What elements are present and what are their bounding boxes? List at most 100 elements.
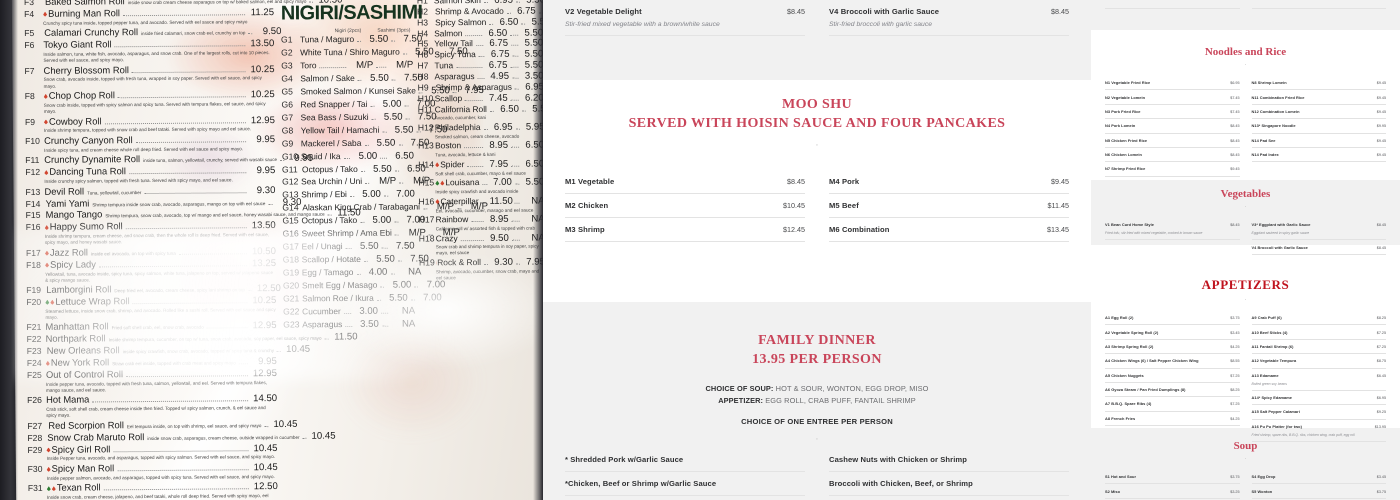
row-label: S2 Miso xyxy=(1105,488,1121,494)
menu-row: A8 French Fries $4.25 xyxy=(1105,412,1240,426)
item-price-nigiri: 5.50 xyxy=(373,163,392,175)
leader-dots xyxy=(268,203,273,205)
row-label: V3* Eggplant with Garlic Sauce xyxy=(1251,222,1311,228)
item-code: F14 xyxy=(25,198,41,209)
appetizers-col-right: A9 Crab Puff (6) $8.25 A10 Beef Sticks (4)… xyxy=(1251,311,1387,442)
row-price: $9.45 xyxy=(1376,138,1386,143)
item-code: G22 xyxy=(283,306,300,317)
noodles-divider: · xyxy=(1244,60,1247,69)
leader-dots xyxy=(380,286,385,288)
spicy-icon xyxy=(435,199,439,204)
row-label: M2 Chicken xyxy=(565,200,609,210)
leader-dots xyxy=(114,45,246,48)
item-price-nigiri: 5.00 xyxy=(358,150,378,162)
item-code: F21 xyxy=(26,322,42,333)
item-name: Tokyo Giant Roll xyxy=(43,38,112,50)
menu-row: A1 Egg Roll (2) $3.75 xyxy=(1105,311,1240,326)
row-label: M1 Vegetable xyxy=(565,176,615,186)
item-code: H13 xyxy=(418,140,434,151)
row-price: $7.25 xyxy=(1230,402,1240,407)
item-name: Devil Roll xyxy=(44,185,85,197)
item-price: 9.30 xyxy=(256,184,276,196)
item-code: G5 xyxy=(281,86,293,97)
row-price: $10.45 xyxy=(783,200,805,210)
leader-dots xyxy=(478,56,485,58)
menu-row: A10 Beef Sticks (4) $7.25 xyxy=(1251,325,1386,340)
menu-row: N4 Pork Lomein $8.45 xyxy=(1105,119,1240,134)
row-label: S5 Wonton xyxy=(1251,488,1273,494)
veg-col-left: V2 Vegetable Delight $8.45 Stir-fried mixe… xyxy=(565,0,805,36)
row-label: A3 Shrimp Spring Roll (2) xyxy=(1105,343,1154,349)
row-price: $8.45 xyxy=(1230,153,1240,158)
item-code: G16 xyxy=(282,228,299,239)
leader-dots xyxy=(92,400,249,403)
leader-dots xyxy=(391,79,396,81)
item-price-nigiri: 5.00 xyxy=(382,98,402,110)
menu-row: A15 Salt Pepper Calamari $9.25 xyxy=(1251,405,1386,420)
leader-dots xyxy=(477,77,485,80)
leader-dots xyxy=(511,165,520,167)
row-label: N6 Chicken Lomein xyxy=(1105,152,1142,158)
row-price: $8.25 xyxy=(1230,388,1240,393)
item-name: Squid / Ika xyxy=(300,150,341,161)
soup-title: Soup xyxy=(1233,440,1258,452)
item-code: H6 xyxy=(417,49,429,60)
menu-row: A4 Chicken Wings (6) / Salt Pepper Chick… xyxy=(1105,354,1240,369)
family-dinner-title-line1: FAMILY DINNER xyxy=(758,333,876,348)
item-name: New Orleans Roll xyxy=(46,344,120,357)
menu-row: A16 Pu Pu Platter (for two) $13.95 xyxy=(1252,420,1387,433)
item-code: F11 xyxy=(25,155,40,166)
soup-divider: · xyxy=(1244,454,1247,463)
row-price: $6.95 xyxy=(1376,396,1386,401)
row-description: Stir-fried mixed vegetable with a brown/… xyxy=(565,21,805,36)
row-label: M6 Combination xyxy=(829,224,890,234)
item-price: 12.95 xyxy=(252,367,277,380)
food-photo-band xyxy=(1091,245,1400,263)
leader-dots xyxy=(383,196,388,198)
item-name: Rainbow xyxy=(435,214,469,225)
menu-row: N14 Pad Index $9.45 xyxy=(1251,148,1386,163)
item-inline-desc: inside fried calamari, snow crab eel, cr… xyxy=(141,30,246,37)
item-code: G15 xyxy=(282,215,299,226)
item-code: F30 xyxy=(27,463,43,474)
item-code: H10 xyxy=(417,93,434,104)
leader-dots xyxy=(343,157,351,159)
row-label: N14 Pad See xyxy=(1251,137,1276,143)
item-code: H4 xyxy=(417,27,429,39)
moo-shu-title-line2: SERVED WITH HOISIN SAUCE AND FOUR PANCAK… xyxy=(628,115,1006,131)
leader-dots xyxy=(471,221,484,223)
row-label: V2 Vegetable Delight xyxy=(565,7,642,16)
item-name: Shrimp / Ebi xyxy=(301,189,347,200)
menu-row: M4 Pork $9.45 xyxy=(829,170,1069,194)
noodles-col-right: N8 Shrimp Lomein $9.45 N11 Combination Fri… xyxy=(1251,76,1386,177)
item-code: H16 xyxy=(418,196,435,207)
family-dinner-divider: · xyxy=(815,432,819,445)
row-price: $4.25 xyxy=(1230,416,1240,421)
item-price-nigiri: 3.50 xyxy=(360,318,379,330)
leader-dots xyxy=(514,202,520,204)
item-code: H7 xyxy=(417,60,429,71)
leader-dots xyxy=(104,121,246,124)
row-price: $6.45 xyxy=(1376,373,1386,378)
leader-dots xyxy=(248,33,253,35)
item-description: Steamed lettuce, inside snow crab, shrim… xyxy=(45,306,276,320)
item-code: G8 xyxy=(281,125,294,136)
item-price-nigiri: M/P xyxy=(379,176,397,188)
row-price: $8.45 xyxy=(787,7,805,16)
leader-dots xyxy=(302,437,307,439)
item-code: G20 xyxy=(282,280,300,291)
menu-row: M6 Combination $13.45 xyxy=(829,218,1069,242)
moo-shu-card: MOO SHU SERVED WITH HOISIN SAUCE AND FOU… xyxy=(543,80,1091,302)
row-price: $9.45 xyxy=(1376,95,1386,100)
item-name: Hot Mama xyxy=(46,393,90,406)
menu-row: N13* Singapore Noodle $9.95 xyxy=(1251,119,1386,134)
item-code: F7 xyxy=(24,65,35,76)
item-code: F17 xyxy=(25,247,41,258)
item-name: Sweet Shrimp / Ama Ebi xyxy=(301,227,392,239)
item-inline-desc: inside spicy crawfish, snow crab, avocad… xyxy=(122,348,275,355)
menu-row: N14 Pad See $9.45 xyxy=(1251,134,1386,148)
